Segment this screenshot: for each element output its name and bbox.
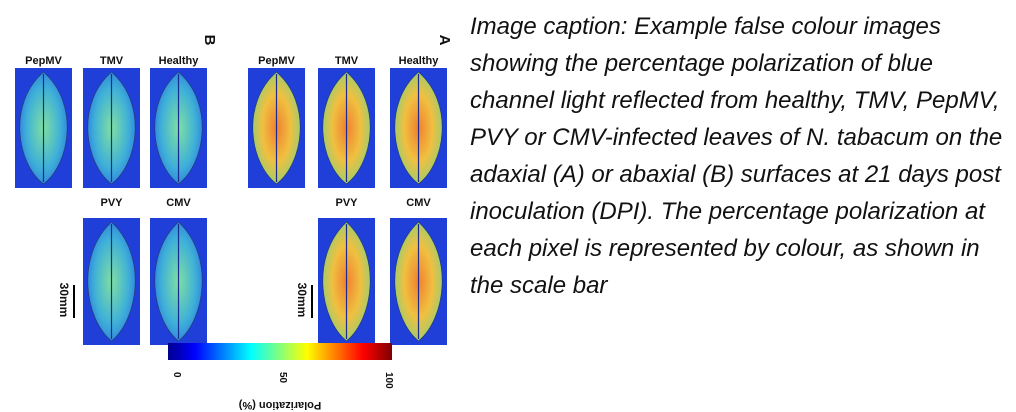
panel-letter: A (436, 35, 453, 46)
leaf-label: PVY (335, 197, 358, 209)
leaf-label: PepMV (25, 55, 62, 67)
scale-label: 30mm (295, 283, 309, 318)
colorbar-tick-label: 50 (277, 372, 288, 384)
caption: Image caption: Example false colour imag… (470, 8, 1010, 304)
leaf-label: TMV (335, 55, 359, 67)
page: B PepMV TMV Healthy PVY CMV 30mm A PepMV TMV Healt… (0, 0, 1016, 412)
colorbar-label: Polarization (%) (238, 399, 321, 411)
leaf-label: Healthy (399, 55, 440, 67)
figure: B PepMV TMV Healthy PVY CMV 30mm A PepMV TMV Healt… (0, 0, 462, 412)
scale-label: 30mm (57, 283, 71, 318)
leaf-label: PVY (100, 197, 123, 209)
panel-letter: B (201, 35, 218, 46)
colorbar-tick-label: 100 (383, 372, 394, 389)
leaf-label: TMV (100, 55, 124, 67)
leaf-label: Healthy (159, 55, 200, 67)
leaf-label: CMV (406, 197, 431, 209)
colorbar (168, 343, 392, 360)
leaf-label: PepMV (258, 55, 295, 67)
leaf-label: CMV (166, 197, 191, 209)
colorbar-tick-label: 0 (171, 372, 182, 378)
